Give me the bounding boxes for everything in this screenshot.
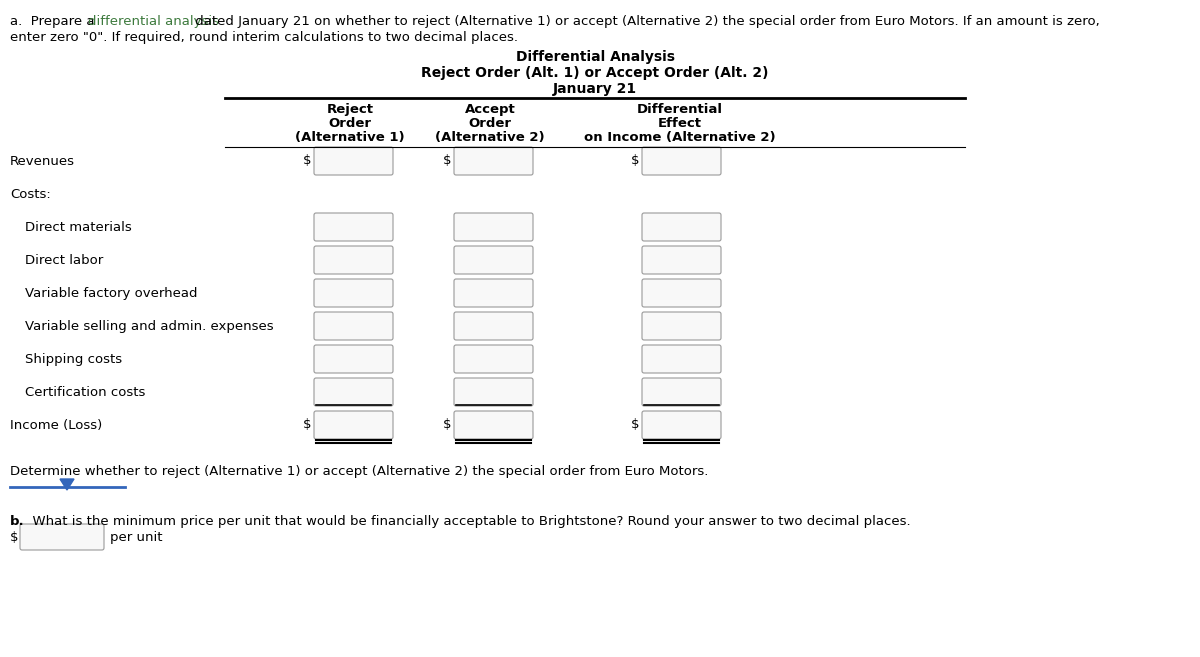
FancyBboxPatch shape (454, 378, 533, 406)
Text: $: $ (443, 154, 451, 168)
FancyBboxPatch shape (314, 411, 394, 439)
Text: $: $ (630, 419, 640, 432)
Text: on Income (Alternative 2): on Income (Alternative 2) (584, 131, 776, 144)
FancyBboxPatch shape (642, 411, 721, 439)
Text: $: $ (630, 154, 640, 168)
Text: Variable selling and admin. expenses: Variable selling and admin. expenses (25, 320, 274, 333)
Text: Costs:: Costs: (10, 188, 50, 201)
Text: Direct materials: Direct materials (25, 221, 132, 234)
FancyBboxPatch shape (314, 246, 394, 274)
Text: Differential Analysis: Differential Analysis (516, 50, 674, 64)
Text: Income (Loss): Income (Loss) (10, 419, 102, 432)
FancyBboxPatch shape (642, 279, 721, 307)
FancyBboxPatch shape (454, 345, 533, 373)
Text: $: $ (302, 154, 311, 168)
Text: January 21: January 21 (553, 82, 637, 96)
Text: per unit: per unit (110, 531, 162, 544)
FancyBboxPatch shape (314, 279, 394, 307)
Text: (Alternative 1): (Alternative 1) (295, 131, 404, 144)
Text: $: $ (443, 419, 451, 432)
Text: Direct labor: Direct labor (25, 254, 103, 267)
Text: Differential: Differential (637, 103, 722, 116)
Text: a.  Prepare a: a. Prepare a (10, 15, 98, 28)
Text: differential analysis: differential analysis (88, 15, 220, 28)
Polygon shape (60, 479, 74, 490)
FancyBboxPatch shape (642, 246, 721, 274)
FancyBboxPatch shape (314, 147, 394, 175)
FancyBboxPatch shape (314, 312, 394, 340)
Text: $: $ (10, 531, 18, 544)
Text: Reject Order (Alt. 1) or Accept Order (Alt. 2): Reject Order (Alt. 1) or Accept Order (A… (421, 66, 769, 80)
FancyBboxPatch shape (642, 345, 721, 373)
FancyBboxPatch shape (642, 147, 721, 175)
FancyBboxPatch shape (642, 312, 721, 340)
FancyBboxPatch shape (314, 213, 394, 241)
Text: $: $ (302, 419, 311, 432)
Text: Revenues: Revenues (10, 155, 74, 168)
FancyBboxPatch shape (314, 378, 394, 406)
FancyBboxPatch shape (454, 246, 533, 274)
FancyBboxPatch shape (642, 378, 721, 406)
Text: Reject: Reject (326, 103, 373, 116)
Text: Shipping costs: Shipping costs (25, 353, 122, 366)
Text: Order: Order (329, 117, 372, 130)
Text: (Alternative 2): (Alternative 2) (436, 131, 545, 144)
Text: Determine whether to reject (Alternative 1) or accept (Alternative 2) the specia: Determine whether to reject (Alternative… (10, 465, 708, 478)
FancyBboxPatch shape (20, 524, 104, 550)
Text: b.: b. (10, 515, 25, 528)
FancyBboxPatch shape (454, 213, 533, 241)
FancyBboxPatch shape (454, 411, 533, 439)
Text: Certification costs: Certification costs (25, 386, 145, 399)
Text: Accept: Accept (464, 103, 515, 116)
Text: Order: Order (468, 117, 511, 130)
FancyBboxPatch shape (642, 213, 721, 241)
Text: dated January 21 on whether to reject (Alternative 1) or accept (Alternative 2) : dated January 21 on whether to reject (A… (191, 15, 1099, 28)
FancyBboxPatch shape (454, 312, 533, 340)
Text: What is the minimum price per unit that would be financially acceptable to Brigh: What is the minimum price per unit that … (24, 515, 911, 528)
FancyBboxPatch shape (314, 345, 394, 373)
FancyBboxPatch shape (454, 147, 533, 175)
FancyBboxPatch shape (454, 279, 533, 307)
Text: Effect: Effect (658, 117, 702, 130)
Text: enter zero "0". If required, round interim calculations to two decimal places.: enter zero "0". If required, round inter… (10, 31, 518, 44)
Text: Variable factory overhead: Variable factory overhead (25, 287, 198, 300)
